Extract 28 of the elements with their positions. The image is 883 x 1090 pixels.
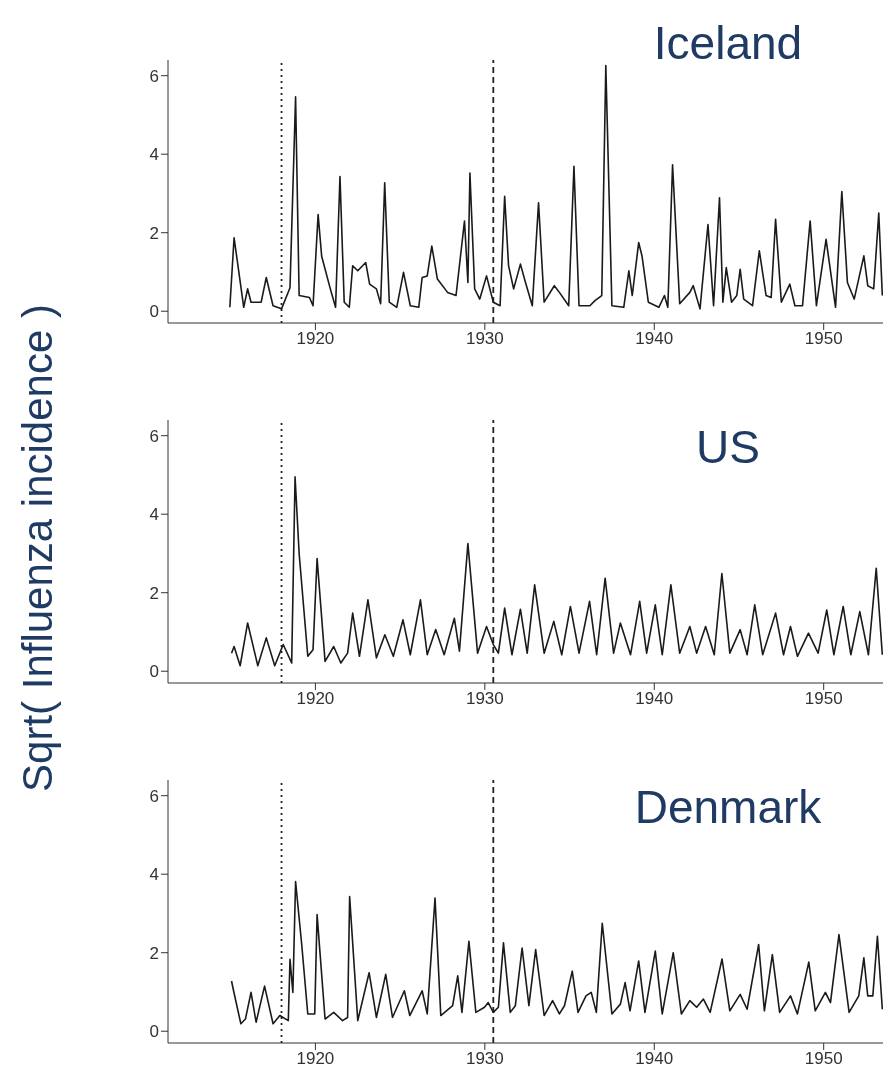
y-tick-label: 6	[149, 786, 159, 806]
y-axis-title: Sqrt( Influenza incidence )	[14, 304, 62, 792]
x-tick-label: 1950	[804, 689, 843, 709]
chart-title: Iceland	[652, 16, 804, 70]
x-tick-label: 1920	[296, 329, 335, 349]
x-tick-label: 1930	[465, 689, 504, 709]
x-tick-label: 1940	[635, 689, 674, 709]
y-tick-label: 2	[149, 583, 159, 603]
y-tick-label: 0	[149, 1022, 159, 1042]
y-tick-label: 2	[149, 943, 159, 963]
x-tick-label: 1940	[635, 329, 674, 349]
x-tick-label: 1950	[804, 1049, 843, 1069]
y-tick-label: 0	[149, 302, 159, 322]
y-tick-label: 0	[149, 662, 159, 682]
x-tick-label: 1920	[296, 1049, 335, 1069]
x-tick-label: 1920	[296, 689, 335, 709]
y-tick-label: 4	[149, 145, 159, 165]
chart-title: US	[695, 420, 761, 474]
y-tick-label: 4	[149, 505, 159, 525]
x-tick-label: 1940	[635, 1049, 674, 1069]
x-tick-label: 1930	[465, 1049, 504, 1069]
y-tick-label: 2	[149, 223, 159, 243]
y-tick-label: 6	[149, 426, 159, 446]
chart-title: Denmark	[633, 780, 823, 834]
y-tick-label: 4	[149, 865, 159, 885]
y-tick-label: 6	[149, 66, 159, 86]
x-tick-label: 1950	[804, 329, 843, 349]
x-tick-label: 1930	[465, 329, 504, 349]
